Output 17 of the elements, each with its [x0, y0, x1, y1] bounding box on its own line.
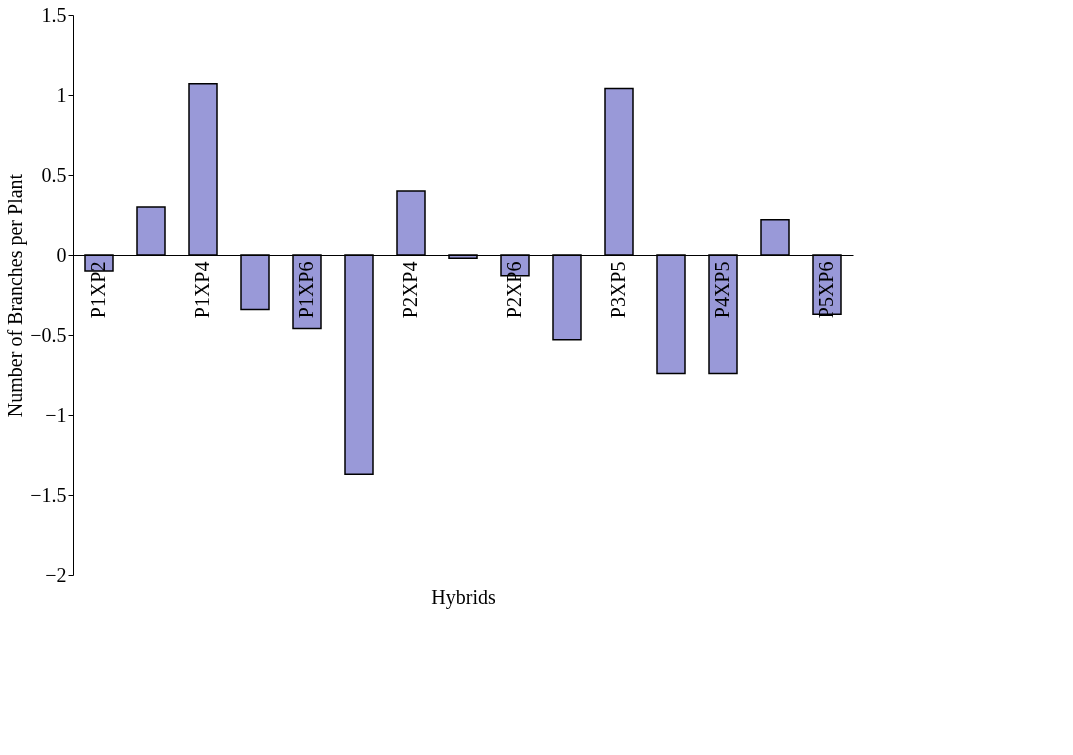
x-tick-label: P2XP6 — [503, 261, 525, 319]
x-tick-label: P3XP5 — [607, 261, 629, 319]
y-tick-label: 1 — [56, 83, 67, 106]
x-tick-label: P4XP5 — [711, 261, 733, 319]
y-axis-title: Number of Branches per Plant — [4, 173, 28, 418]
y-tick-label: 0 — [56, 243, 67, 266]
y-tick-label: −2 — [45, 563, 67, 586]
x-tick-label: P1XP6 — [295, 261, 317, 319]
x-tick-label: P1XP2 — [87, 261, 109, 319]
x-axis-title: Hybrids — [431, 585, 496, 609]
y-tick-label: 0.5 — [41, 163, 67, 186]
y-tick-label: −1 — [45, 403, 67, 426]
y-tick-label: −0.5 — [30, 323, 67, 346]
y-tick-label: 1.5 — [41, 3, 67, 26]
x-tick-label: P1XP4 — [191, 261, 213, 319]
y-tick-label: −1.5 — [30, 483, 67, 506]
x-tick-label: P2XP4 — [399, 261, 421, 319]
